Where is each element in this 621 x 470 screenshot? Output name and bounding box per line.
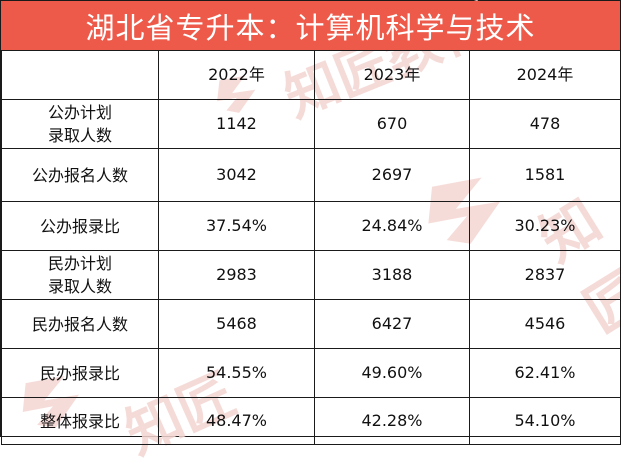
- table-cell: 54.10%: [469, 397, 621, 445]
- table-cell: 3042: [158, 148, 315, 202]
- table-row: 民办计划 录取人数 2983 3188 2837: [1, 250, 621, 300]
- table-header-row: 2022年 2023年 2024年: [1, 50, 621, 100]
- table-cell: 54.55%: [158, 348, 315, 398]
- table-cell: 4546: [469, 299, 621, 349]
- table-row: 公办报录比 37.54% 24.84% 30.23%: [1, 201, 621, 251]
- table-cell: 670: [314, 99, 470, 149]
- table-cell: 1142: [158, 99, 315, 149]
- row-label: 民办报名人数: [1, 299, 159, 349]
- table-cell: 6427: [314, 299, 470, 349]
- table-row: 公办报名人数 3042 2697 1581: [1, 148, 621, 202]
- row-label: 公办计划 录取人数: [1, 99, 159, 149]
- row-label-line: 民办计划: [47, 254, 112, 273]
- row-label-line: 录取人数: [47, 126, 112, 145]
- table-corner-cell: [1, 50, 159, 100]
- table-row: 民办报名人数 5468 6427 4546: [1, 299, 621, 349]
- table-row: 民办报录比 54.55% 49.60% 62.41%: [1, 348, 621, 398]
- row-label: 公办报录比: [1, 201, 159, 251]
- admission-stats-table: 2022年 2023年 2024年 公办计划 录取人数 1142 670 478…: [1, 50, 621, 445]
- row-label: 公办报名人数: [1, 148, 159, 202]
- table-cell: 2983: [158, 250, 315, 300]
- row-label-line: 公办计划: [47, 103, 112, 122]
- table-row: 公办计划 录取人数 1142 670 478: [1, 99, 621, 149]
- table-row: 整体报录比 48.47% 42.28% 54.10%: [1, 397, 621, 445]
- table-cell: 49.60%: [314, 348, 470, 398]
- row-label: 整体报录比: [1, 397, 159, 445]
- row-label-line: 录取人数: [47, 277, 112, 296]
- table-cell: 1581: [469, 148, 621, 202]
- table-cell: 3188: [314, 250, 470, 300]
- row-label: 民办计划 录取人数: [1, 250, 159, 300]
- column-header: 2022年: [158, 50, 315, 100]
- table-cell: 42.28%: [314, 397, 470, 445]
- table-cell: 2697: [314, 148, 470, 202]
- table-cell: 48.47%: [158, 397, 315, 445]
- column-header: 2024年: [469, 50, 621, 100]
- table-cell: 24.84%: [314, 201, 470, 251]
- table-cell: 62.41%: [469, 348, 621, 398]
- table-cell: 37.54%: [158, 201, 315, 251]
- page-title: 湖北省专升本：计算机科学与技术: [1, 1, 620, 51]
- table-cell: 30.23%: [469, 201, 621, 251]
- table-cell: 2837: [469, 250, 621, 300]
- table-cell: 5468: [158, 299, 315, 349]
- table-cell: 478: [469, 99, 621, 149]
- column-header: 2023年: [314, 50, 470, 100]
- row-label: 民办报录比: [1, 348, 159, 398]
